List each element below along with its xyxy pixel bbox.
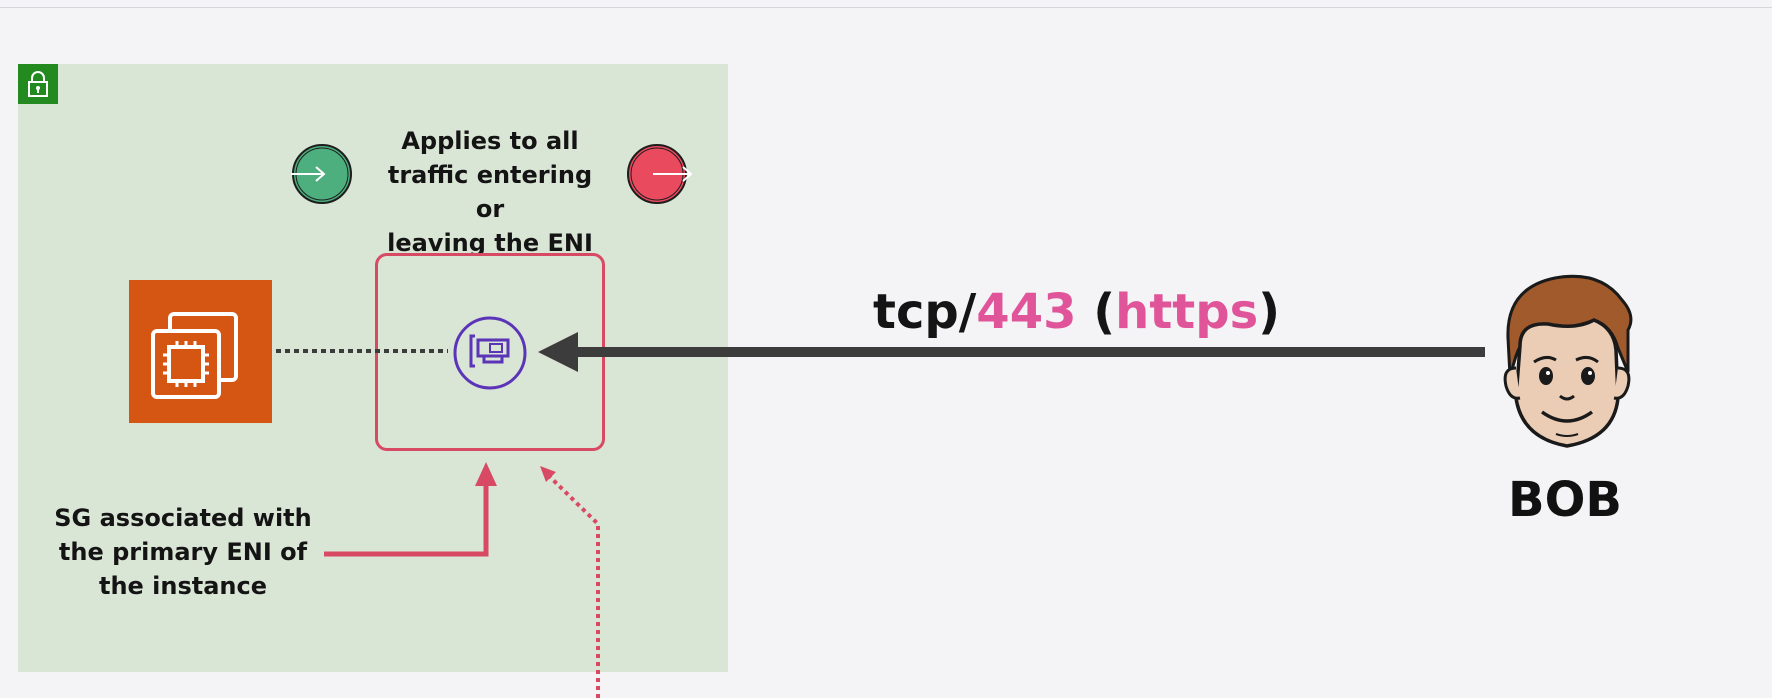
inbound-arrow-head: [538, 332, 578, 372]
port-number: 443: [976, 284, 1077, 340]
bob-face-icon: [1490, 268, 1640, 458]
ec2-instance-icon: [129, 280, 272, 423]
applies-caption: Applies to all traffic entering or leavi…: [387, 127, 593, 257]
service-name: https: [1115, 284, 1259, 340]
eni-icon: [453, 316, 527, 390]
protocol-label: tcp/443 (https): [873, 282, 1280, 342]
lock-icon: [18, 64, 58, 104]
outbound-arrow-icon: [626, 143, 693, 205]
sg-caption: SG associated with the primary ENI of th…: [54, 504, 312, 600]
dotted-arrow-head: [540, 466, 556, 482]
open-paren: (: [1076, 284, 1116, 340]
bob-label: BOB: [1508, 472, 1622, 528]
sg-association-arrow: [324, 484, 489, 557]
top-divider: [0, 7, 1772, 8]
inbound-arrow-icon: [291, 143, 353, 205]
sg-arrow-head: [475, 462, 497, 486]
dotted-red-arrow: [545, 472, 600, 698]
close-paren: ): [1258, 284, 1281, 340]
protocol-name: tcp/: [873, 284, 977, 340]
